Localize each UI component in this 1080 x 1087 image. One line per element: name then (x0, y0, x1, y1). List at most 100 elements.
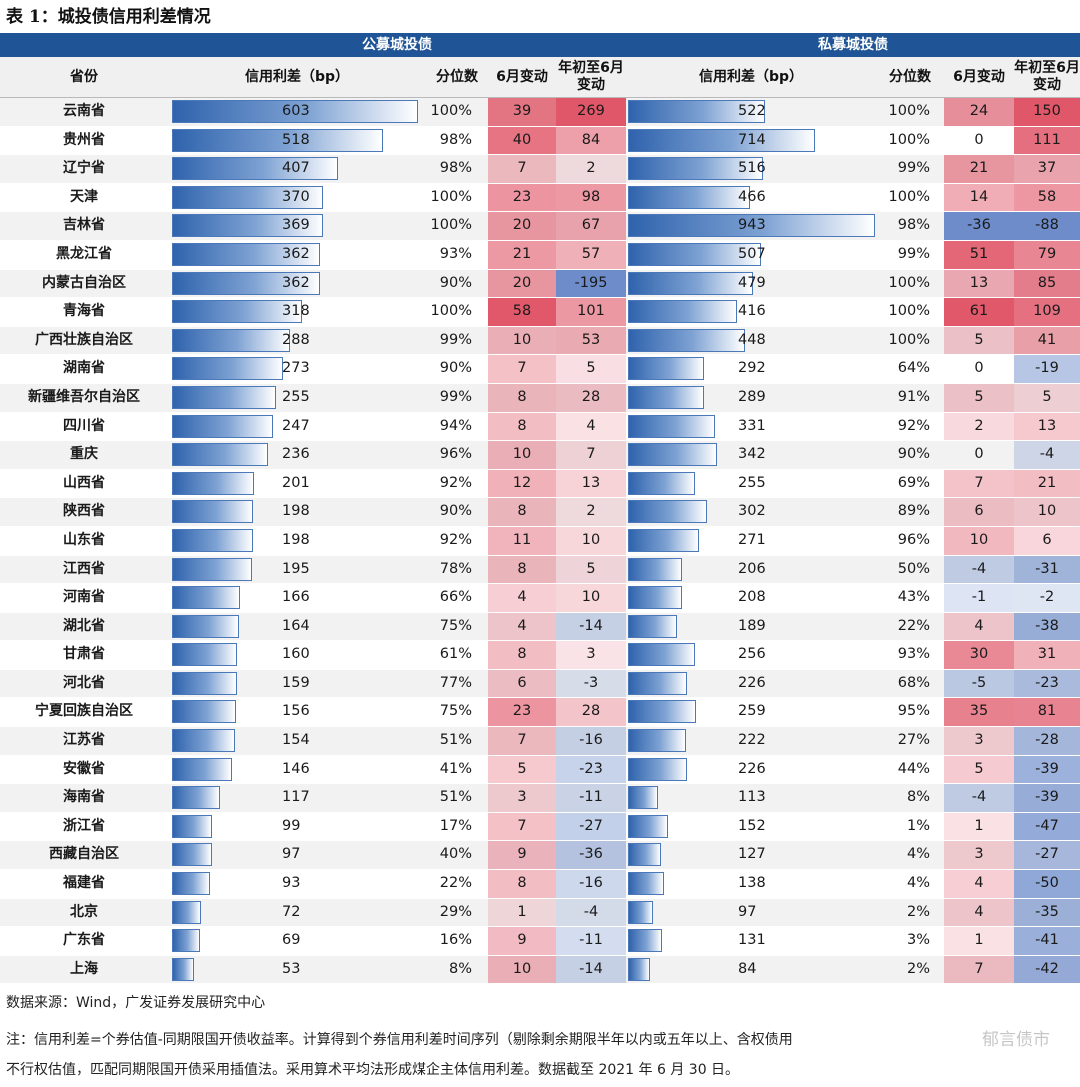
public-june-change: 7 (488, 727, 556, 755)
table-body: 云南省 603 100% 39 269 522 100% 24 150 贵州省 518 98% 40 84… (0, 98, 1080, 985)
table-row: 云南省 603 100% 39 269 522 100% 24 150 (0, 98, 1080, 127)
table-row: 江西省 195 78% 8 5 206 50% -4 -31 (0, 555, 1080, 585)
public-percentile: 66% (439, 589, 472, 606)
private-spread-value: 226 (738, 760, 766, 777)
private-june-change: 1 (944, 812, 1014, 841)
private-percentile: 1% (906, 817, 930, 834)
private-spread-bar (628, 586, 683, 610)
public-percentile: 99% (439, 331, 472, 348)
private-percentile: 8% (906, 789, 930, 806)
public-spread-cell: 247 (172, 414, 420, 438)
province-name: 河北省 (63, 674, 105, 691)
public-spread-value: 166 (282, 589, 310, 606)
private-ytd-change: 21 (1014, 469, 1080, 498)
private-spread-bar (628, 214, 875, 238)
province-name: 山西省 (63, 474, 105, 491)
table-row: 陕西省 198 90% 8 2 302 89% 6 10 (0, 498, 1080, 527)
header-private-spread: 信用利差（bp） (698, 68, 804, 85)
public-spread-value: 198 (282, 531, 310, 548)
private-spread-cell: 131 (628, 929, 876, 953)
private-spread-cell: 259 (628, 700, 876, 724)
public-spread-bar (172, 786, 220, 810)
private-percentile: 100% (888, 274, 930, 291)
public-ytd-change: 3 (556, 641, 626, 669)
public-spread-value: 201 (282, 474, 310, 491)
public-ytd-change: -16 (556, 727, 626, 755)
public-spread-bar (172, 385, 276, 409)
private-ytd-change: -28 (1014, 727, 1080, 755)
province-name: 湖北省 (63, 617, 105, 634)
table-row: 山西省 201 92% 12 13 255 69% 7 21 (0, 469, 1080, 499)
public-percentile: 41% (439, 760, 472, 777)
public-spread-value: 603 (282, 103, 310, 119)
private-spread-value: 127 (738, 846, 766, 863)
private-june-change: 0 (974, 131, 984, 148)
public-june-change: 10 (488, 955, 556, 984)
public-june-change: 4 (488, 612, 556, 641)
private-ytd-change: -47 (1014, 812, 1080, 841)
header-private-ytd: 年初至6月变动 (1014, 60, 1080, 93)
public-spread-cell: 273 (172, 357, 420, 381)
private-percentile: 93% (897, 646, 930, 663)
public-ytd-change: -16 (556, 870, 626, 898)
public-percentile: 92% (439, 474, 472, 491)
private-june-change: 4 (944, 612, 1014, 641)
private-ytd-change: -38 (1014, 612, 1080, 641)
table-row: 西藏自治区 97 40% 9 -36 127 4% 3 -27 (0, 841, 1080, 871)
public-spread-value: 69 (282, 932, 301, 949)
province-name: 浙江省 (63, 817, 105, 834)
table-row: 海南省 117 51% 3 -11 113 8% -4 -39 (0, 784, 1080, 813)
private-spread-cell: 222 (628, 729, 876, 753)
public-percentile: 100% (430, 188, 472, 205)
public-percentile: 17% (439, 817, 472, 834)
private-spread-value: 416 (738, 303, 766, 320)
private-june-change: 3 (944, 841, 1014, 870)
public-ytd-change: 5 (556, 555, 626, 584)
private-spread-value: 255 (738, 474, 766, 491)
province-name: 吉林省 (63, 217, 105, 234)
public-percentile: 51% (439, 732, 472, 749)
public-spread-cell: 288 (172, 328, 420, 352)
public-spread-cell: 198 (172, 500, 420, 524)
public-spread-value: 164 (282, 617, 310, 634)
public-spread-bar (172, 471, 254, 495)
public-spread-bar (172, 671, 237, 695)
table-row: 青海省 318 100% 58 101 416 100% 61 109 (0, 298, 1080, 327)
private-spread-bar (628, 414, 715, 438)
public-june-change: 9 (488, 841, 556, 870)
private-spread-value: 84 (738, 960, 757, 977)
public-spread-cell: 518 (172, 128, 420, 152)
private-spread-cell: 302 (628, 500, 876, 524)
public-spread-cell: 407 (172, 157, 420, 181)
private-ytd-change: 37 (1014, 155, 1080, 183)
public-ytd-change: -23 (556, 755, 626, 784)
public-spread-bar (172, 729, 235, 753)
public-june-change: 8 (488, 870, 556, 898)
private-percentile: 3% (906, 932, 930, 949)
table-row: 天津 370 100% 23 98 466 100% 14 58 (0, 183, 1080, 213)
table-row: 四川省 247 94% 8 4 331 92% 2 13 (0, 412, 1080, 442)
public-june-change: 7 (488, 155, 556, 183)
private-ytd-change: 58 (1014, 183, 1080, 212)
public-spread-bar (172, 328, 290, 352)
table-row: 宁夏回族自治区 156 75% 23 28 259 95% 35 81 (0, 698, 1080, 728)
public-spread-value: 255 (282, 388, 310, 405)
header-public-ytd: 年初至6月变动 (558, 60, 624, 93)
public-spread-value: 318 (282, 303, 310, 320)
public-ytd-change: 53 (556, 326, 626, 355)
private-spread-cell: 479 (628, 271, 876, 295)
public-spread-value: 156 (282, 703, 310, 720)
header-private-june: 6月变动 (953, 68, 1005, 85)
public-spread-cell: 198 (172, 528, 420, 552)
spread-table: 公募城投债 私募城投债 省份 信用利差（bp） 分位数 6月变动 年初至6月变动… (0, 33, 1080, 985)
public-spread-value: 97 (282, 846, 301, 863)
public-ytd-change: 2 (556, 155, 626, 183)
province-name: 海南省 (63, 789, 105, 806)
private-spread-value: 479 (738, 274, 766, 291)
private-spread-cell: 507 (628, 242, 876, 266)
public-spread-bar (172, 872, 210, 896)
public-june-change: 7 (488, 812, 556, 841)
private-spread-cell: 943 (628, 214, 876, 238)
private-ytd-change: 79 (1014, 240, 1080, 269)
public-june-change: 1 (488, 898, 556, 927)
